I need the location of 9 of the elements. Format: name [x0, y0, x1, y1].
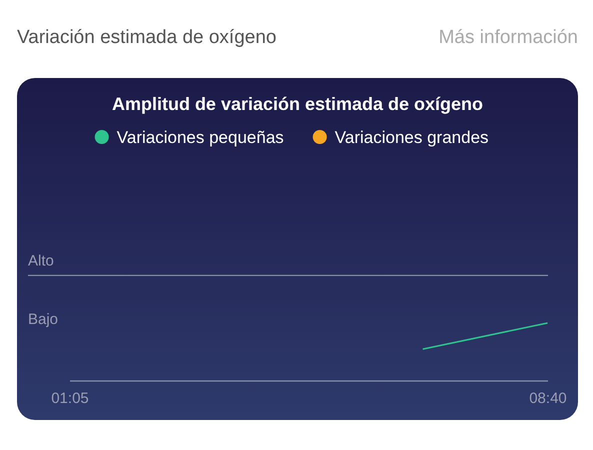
legend-label: Variaciones grandes	[334, 128, 489, 147]
x-tick-label: 01:05	[51, 390, 89, 407]
text: Bajo	[28, 311, 58, 328]
chart-title: Amplitud de variación estimada de oxígeno	[112, 94, 484, 114]
ref-line-label: Alto	[28, 252, 54, 270]
text: Variación estimada de oxígeno	[17, 27, 276, 48]
x-tick-label: 08:40	[529, 390, 567, 407]
text: Más información	[438, 27, 578, 48]
legend-label: Variaciones pequeñas	[116, 128, 284, 147]
